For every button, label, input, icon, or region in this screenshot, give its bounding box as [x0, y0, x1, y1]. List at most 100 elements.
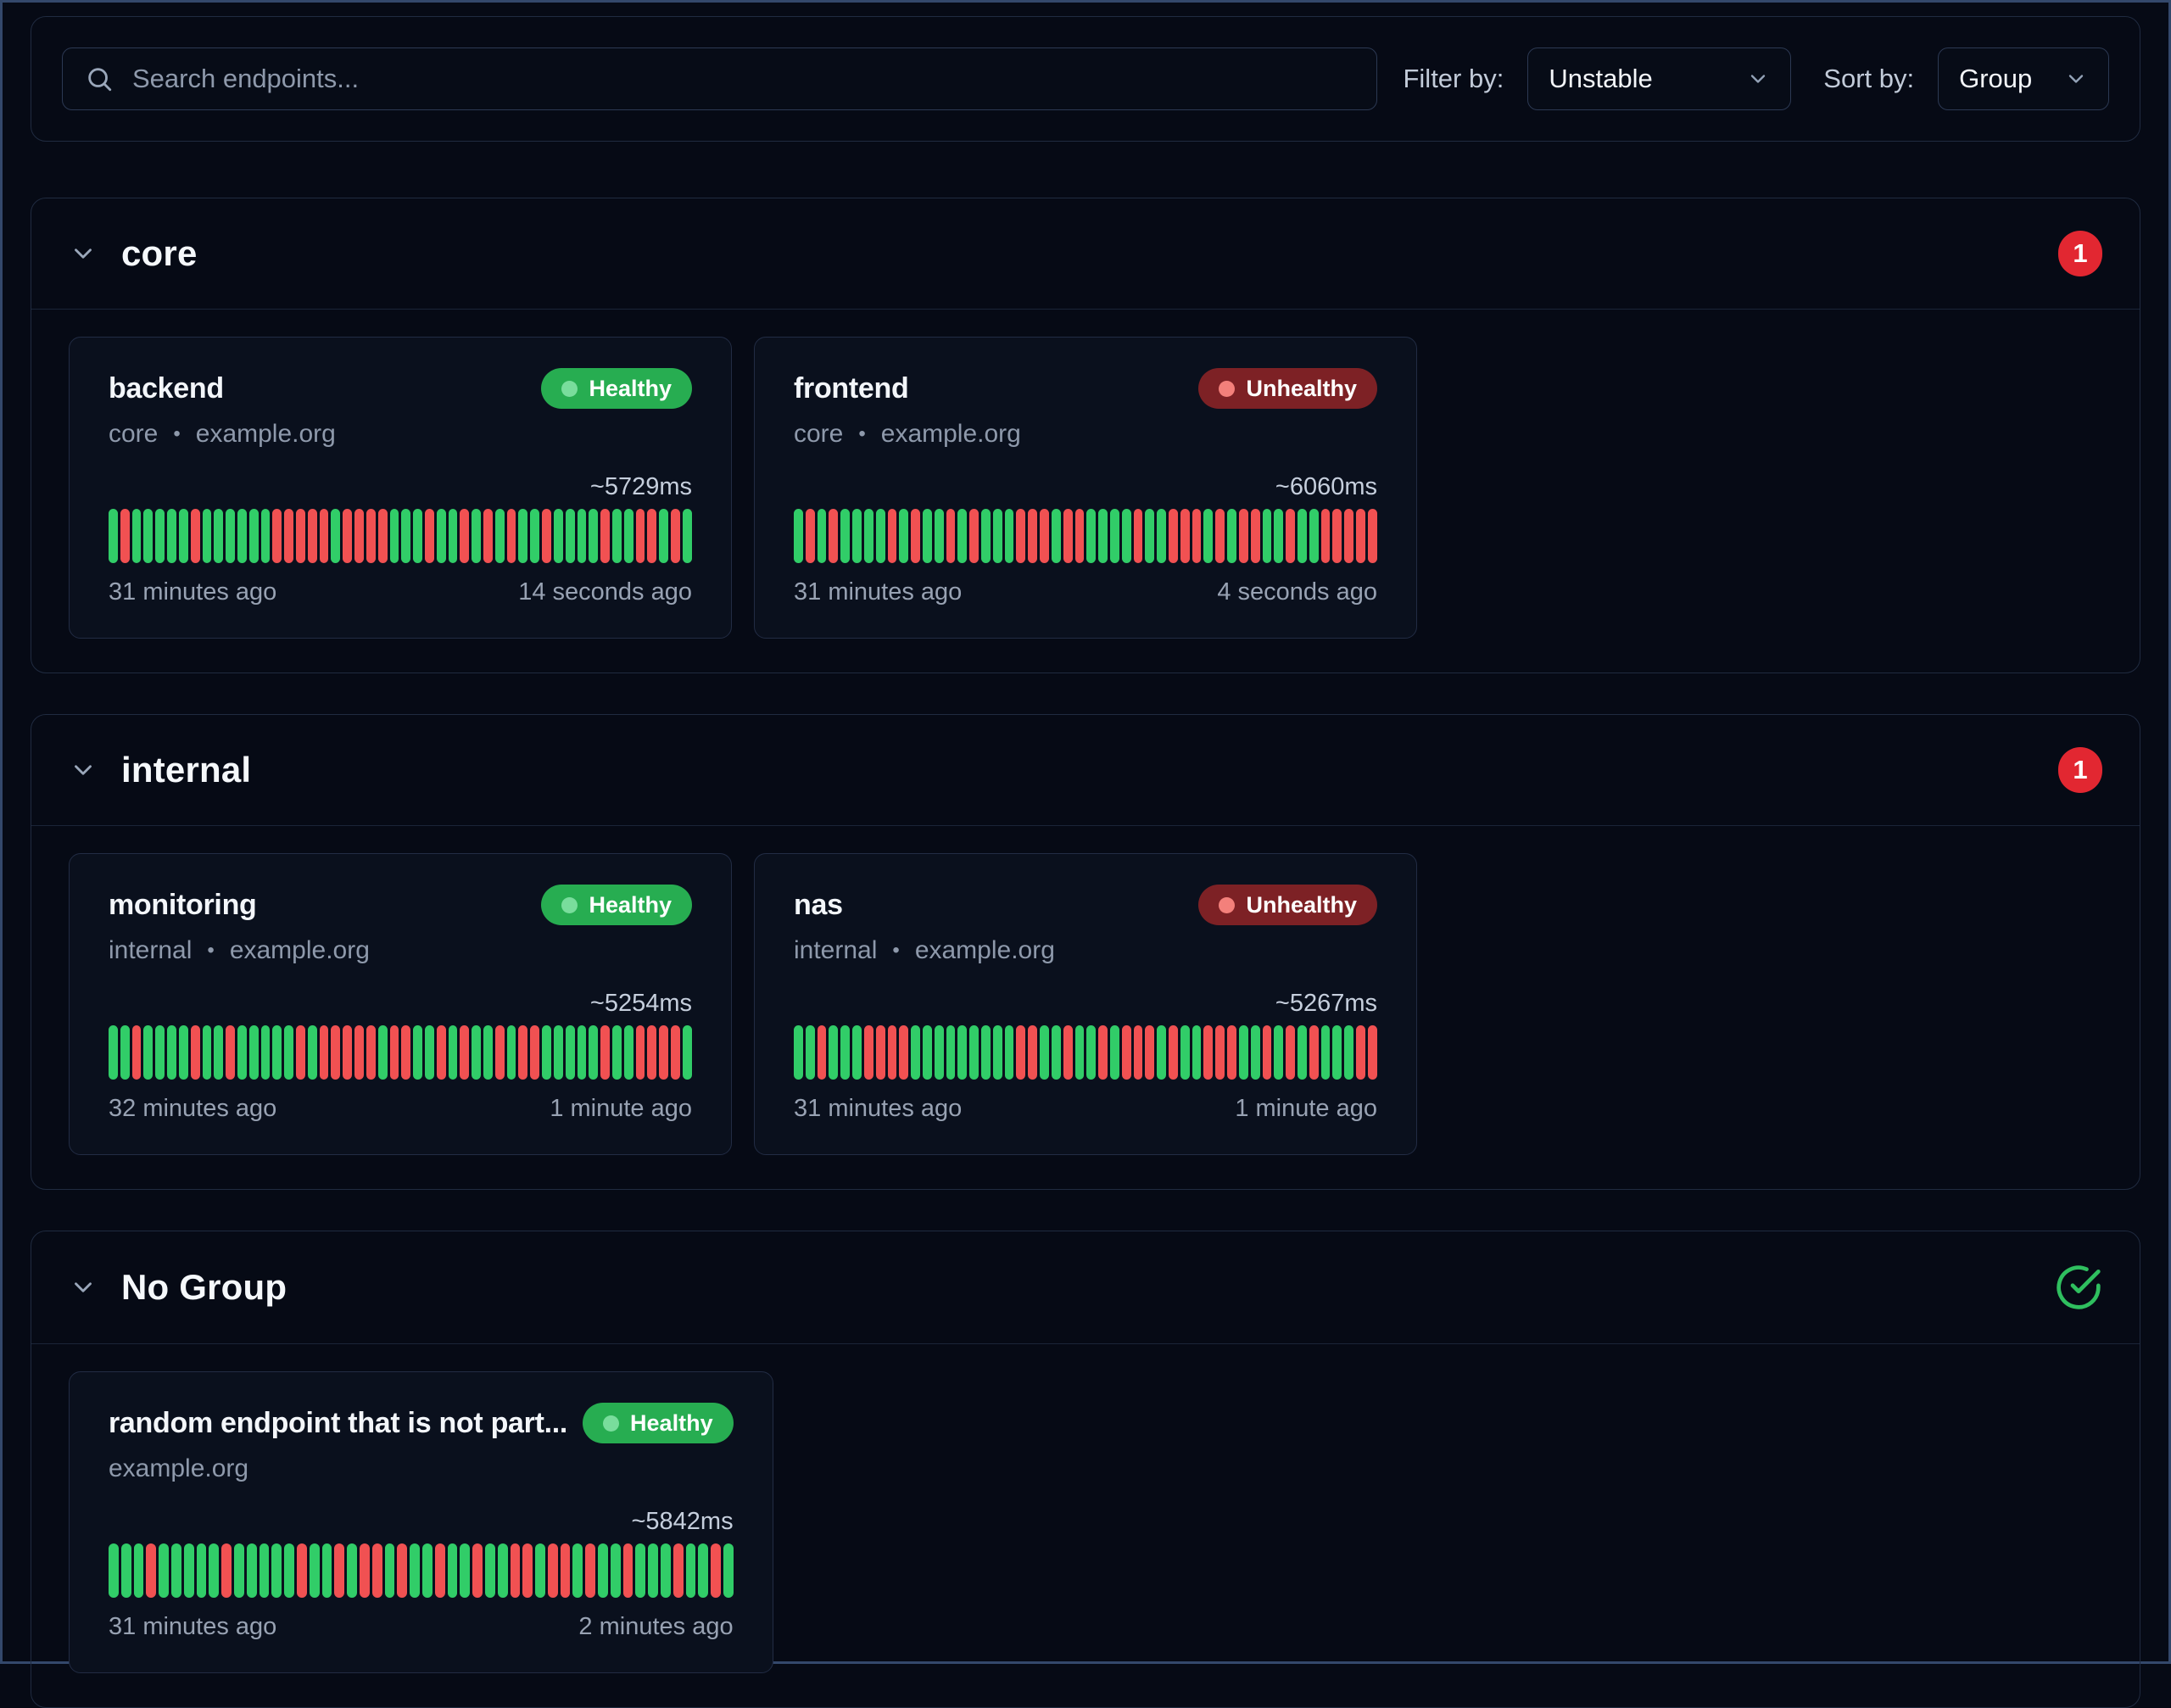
- uptime-bar-success[interactable]: [553, 509, 563, 563]
- uptime-bar-success[interactable]: [214, 1025, 224, 1080]
- uptime-bar-success[interactable]: [237, 509, 247, 563]
- uptime-bar-failure[interactable]: [1040, 509, 1049, 563]
- uptime-bar-success[interactable]: [852, 509, 862, 563]
- uptime-bar-failure[interactable]: [472, 1543, 483, 1598]
- uptime-bar-success[interactable]: [623, 1025, 633, 1080]
- uptime-bar-failure[interactable]: [1356, 1025, 1365, 1080]
- uptime-bar-success[interactable]: [1297, 509, 1307, 563]
- uptime-bar-failure[interactable]: [190, 509, 200, 563]
- uptime-bar-success[interactable]: [899, 509, 909, 563]
- uptime-bar-failure[interactable]: [1262, 1025, 1272, 1080]
- uptime-bar-failure[interactable]: [1028, 1025, 1038, 1080]
- uptime-bar-success[interactable]: [577, 1025, 587, 1080]
- uptime-bar-success[interactable]: [233, 1543, 244, 1598]
- uptime-bar-success[interactable]: [202, 509, 212, 563]
- uptime-bar-failure[interactable]: [1145, 1025, 1155, 1080]
- uptime-bar-failure[interactable]: [424, 509, 434, 563]
- uptime-bar-failure[interactable]: [911, 509, 920, 563]
- uptime-bar-failure[interactable]: [1169, 1025, 1178, 1080]
- uptime-bar-failure[interactable]: [377, 509, 388, 563]
- uptime-bar-failure[interactable]: [366, 509, 376, 563]
- uptime-bar-success[interactable]: [1004, 1025, 1014, 1080]
- uptime-bar-success[interactable]: [120, 1543, 131, 1598]
- uptime-bar-failure[interactable]: [1121, 1025, 1131, 1080]
- uptime-bar-failure[interactable]: [296, 1025, 305, 1080]
- uptime-bar-success[interactable]: [1332, 1025, 1342, 1080]
- uptime-bar-failure[interactable]: [659, 1025, 668, 1080]
- uptime-bar-success[interactable]: [577, 509, 587, 563]
- uptime-bar-failure[interactable]: [343, 1025, 353, 1080]
- uptime-bar-failure[interactable]: [647, 509, 657, 563]
- uptime-bar-success[interactable]: [159, 1543, 169, 1598]
- uptime-bar-failure[interactable]: [296, 509, 305, 563]
- uptime-bar-failure[interactable]: [1169, 509, 1178, 563]
- uptime-bar-failure[interactable]: [1098, 1025, 1108, 1080]
- uptime-bar-success[interactable]: [384, 1543, 395, 1598]
- uptime-bar-success[interactable]: [284, 1543, 294, 1598]
- uptime-bar-failure[interactable]: [434, 1543, 445, 1598]
- uptime-bar-success[interactable]: [1250, 1025, 1260, 1080]
- uptime-bar-failure[interactable]: [622, 1543, 633, 1598]
- uptime-bar-success[interactable]: [209, 1543, 220, 1598]
- uptime-bar-failure[interactable]: [899, 1025, 909, 1080]
- uptime-bar-success[interactable]: [237, 1025, 247, 1080]
- uptime-bar-success[interactable]: [875, 509, 885, 563]
- uptime-bar-failure[interactable]: [1203, 1025, 1214, 1080]
- uptime-bar-success[interactable]: [911, 1025, 920, 1080]
- uptime-bar-failure[interactable]: [272, 509, 282, 563]
- uptime-bar-success[interactable]: [840, 1025, 851, 1080]
- uptime-bar-failure[interactable]: [366, 1025, 376, 1080]
- uptime-bar-failure[interactable]: [483, 509, 493, 563]
- uptime-bar-failure[interactable]: [1367, 509, 1377, 563]
- uptime-bar-success[interactable]: [922, 509, 932, 563]
- uptime-bar-success[interactable]: [542, 1025, 551, 1080]
- uptime-bar-success[interactable]: [611, 509, 622, 563]
- uptime-bar-success[interactable]: [1086, 1025, 1097, 1080]
- uptime-bar-success[interactable]: [1109, 509, 1119, 563]
- uptime-bar-failure[interactable]: [226, 1025, 235, 1080]
- uptime-bar-success[interactable]: [377, 1025, 388, 1080]
- uptime-bar-failure[interactable]: [359, 1543, 370, 1598]
- uptime-bar-failure[interactable]: [1133, 509, 1143, 563]
- uptime-bar-success[interactable]: [685, 1543, 696, 1598]
- group-header[interactable]: internal 1: [31, 715, 2140, 826]
- uptime-bar-success[interactable]: [863, 509, 873, 563]
- uptime-bar-failure[interactable]: [436, 1025, 446, 1080]
- uptime-bar-success[interactable]: [1157, 1025, 1166, 1080]
- uptime-bar-failure[interactable]: [510, 1543, 521, 1598]
- uptime-bar-failure[interactable]: [635, 509, 645, 563]
- uptime-bar-success[interactable]: [794, 509, 803, 563]
- uptime-bar-failure[interactable]: [817, 1025, 827, 1080]
- uptime-bar-success[interactable]: [143, 509, 153, 563]
- uptime-bar-success[interactable]: [1203, 509, 1214, 563]
- uptime-bar-success[interactable]: [183, 1543, 194, 1598]
- uptime-bar-success[interactable]: [794, 1025, 803, 1080]
- endpoint-card-frontend[interactable]: frontend Unhealthy core • example.org ~6…: [754, 337, 1417, 639]
- uptime-bar-failure[interactable]: [1028, 509, 1038, 563]
- uptime-bar-failure[interactable]: [1180, 509, 1190, 563]
- uptime-bar-success[interactable]: [1074, 1025, 1085, 1080]
- uptime-bar-success[interactable]: [661, 1543, 671, 1598]
- uptime-bar-failure[interactable]: [547, 1543, 558, 1598]
- uptime-bar-failure[interactable]: [711, 1543, 722, 1598]
- uptime-bar-failure[interactable]: [460, 509, 470, 563]
- uptime-bar-success[interactable]: [981, 509, 991, 563]
- uptime-bar-success[interactable]: [259, 1543, 270, 1598]
- uptime-bar-success[interactable]: [1344, 1025, 1353, 1080]
- uptime-bar-success[interactable]: [829, 1025, 839, 1080]
- uptime-bar-success[interactable]: [1192, 1025, 1202, 1080]
- uptime-bar-success[interactable]: [957, 509, 968, 563]
- uptime-bar-success[interactable]: [202, 1025, 212, 1080]
- uptime-bar-success[interactable]: [1004, 509, 1014, 563]
- uptime-bar-failure[interactable]: [397, 1543, 408, 1598]
- uptime-bar-success[interactable]: [401, 509, 411, 563]
- uptime-bar-failure[interactable]: [887, 509, 897, 563]
- uptime-bar-success[interactable]: [565, 509, 575, 563]
- uptime-bar-failure[interactable]: [671, 1025, 680, 1080]
- uptime-bar-failure[interactable]: [1238, 509, 1248, 563]
- uptime-bar-success[interactable]: [922, 1025, 932, 1080]
- uptime-bar-success[interactable]: [969, 1025, 979, 1080]
- uptime-bar-failure[interactable]: [829, 509, 839, 563]
- endpoint-card-backend[interactable]: backend Healthy core • example.org ~5729…: [69, 337, 732, 639]
- uptime-bar-success[interactable]: [957, 1025, 968, 1080]
